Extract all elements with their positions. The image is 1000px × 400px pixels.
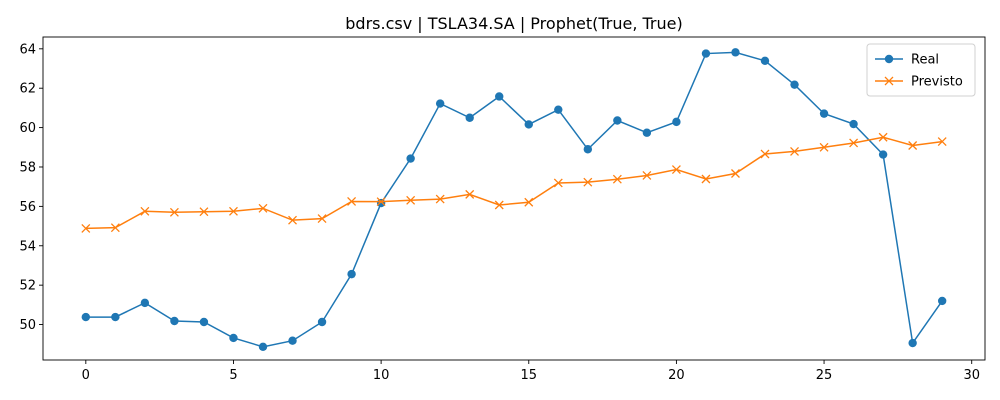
data-point — [878, 150, 888, 159]
data-point — [819, 142, 829, 152]
data-point — [229, 206, 238, 216]
x-tick-label: 5 — [229, 368, 237, 383]
data-point — [908, 338, 917, 348]
x-tick-label: 0 — [82, 368, 90, 383]
data-point — [317, 214, 327, 224]
data-point — [435, 99, 445, 108]
data-point — [111, 312, 120, 322]
data-point — [554, 105, 563, 114]
data-point — [849, 138, 859, 148]
data-point — [347, 269, 356, 279]
y-tick-label: 60 — [19, 121, 36, 136]
data-point — [406, 154, 415, 163]
data-point — [819, 109, 829, 118]
legend-marker — [884, 76, 894, 86]
series-layer — [81, 48, 947, 352]
data-point — [849, 119, 858, 129]
y-tick-label: 54 — [19, 239, 36, 254]
plot-area — [43, 37, 985, 360]
data-point — [140, 298, 150, 308]
data-point — [258, 203, 268, 213]
data-point — [347, 196, 357, 206]
data-point — [908, 141, 918, 150]
data-point — [878, 132, 888, 142]
data-point — [760, 149, 770, 159]
data-point — [642, 170, 652, 180]
legend-entry-real: Real — [875, 53, 939, 68]
series-line-previsto — [85, 136, 943, 230]
x-tick-label: 10 — [373, 368, 390, 383]
data-point — [376, 197, 386, 207]
data-point — [81, 223, 91, 233]
data-point — [553, 178, 563, 188]
legend: Real Previsto — [866, 43, 976, 97]
y-tick-label: 50 — [19, 318, 36, 333]
legend-label: Previsto — [911, 75, 963, 90]
data-point — [524, 197, 534, 207]
data-point — [140, 206, 150, 216]
x-tick-label: 30 — [963, 368, 980, 383]
x-tick-label: 20 — [668, 368, 685, 383]
data-point — [229, 333, 238, 343]
y-tick-label: 62 — [19, 82, 36, 97]
y-tick-label: 56 — [19, 200, 36, 215]
legend-entry-previsto: Previsto — [875, 75, 963, 90]
data-point — [524, 120, 533, 129]
data-point — [612, 174, 622, 184]
data-point — [406, 195, 416, 205]
series-previsto — [81, 132, 947, 233]
legend-box — [866, 43, 976, 97]
data-point — [465, 189, 475, 199]
data-point — [376, 198, 386, 208]
data-point — [672, 117, 681, 127]
x-tick-label: 25 — [816, 368, 833, 383]
data-point — [701, 49, 711, 58]
data-point — [760, 56, 770, 66]
data-point — [465, 113, 474, 122]
data-point — [937, 296, 947, 306]
data-point — [671, 165, 681, 175]
data-point — [701, 174, 711, 184]
axes-frame — [42, 36, 986, 361]
data-point — [169, 207, 179, 217]
data-point — [642, 128, 652, 137]
data-point — [583, 145, 593, 154]
data-point — [110, 223, 120, 233]
data-point — [199, 207, 209, 217]
data-point — [288, 336, 297, 345]
data-point — [170, 316, 179, 326]
data-point — [937, 137, 947, 147]
legend-label: Real — [911, 53, 939, 68]
data-point — [435, 194, 445, 204]
x-tick-label: 15 — [520, 368, 537, 383]
data-point — [790, 146, 799, 156]
data-point — [288, 215, 297, 225]
data-point — [81, 312, 91, 322]
data-point — [731, 169, 740, 178]
data-point — [495, 92, 504, 101]
data-point — [317, 317, 327, 327]
data-point — [731, 48, 740, 57]
legend-marker — [884, 54, 894, 64]
series-real — [81, 48, 947, 352]
series-line-real — [85, 51, 943, 348]
data-point — [613, 116, 622, 125]
y-tick-label: 58 — [19, 160, 36, 175]
axes-layer: 0 5 10 15 20 25 30 50 52 54 56 58 60 62 64 — [19, 36, 986, 383]
data-point — [258, 342, 268, 352]
chart-title: bdrs.csv | TSLA34.SA | Prophet(True, Tru… — [345, 14, 682, 33]
data-point — [790, 80, 799, 89]
data-point — [494, 200, 504, 210]
y-tick-label: 64 — [19, 42, 36, 57]
data-point — [583, 177, 593, 187]
data-point — [199, 317, 209, 327]
y-tick-label: 52 — [19, 279, 36, 294]
